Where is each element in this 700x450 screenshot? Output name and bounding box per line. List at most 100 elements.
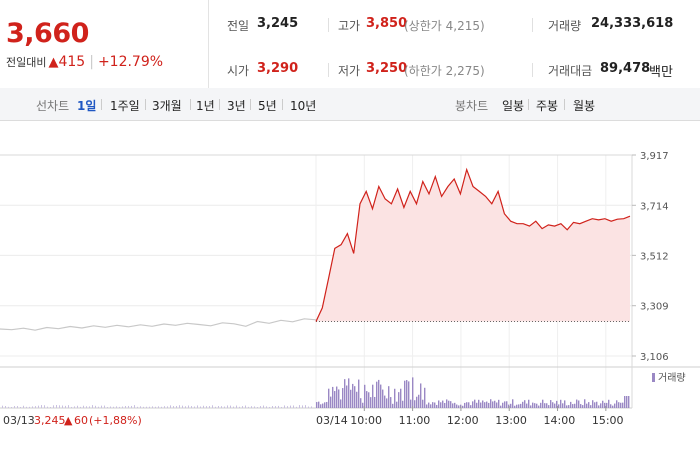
volume-bar (430, 404, 432, 408)
volume-bar (404, 380, 406, 408)
volume-bar (546, 403, 548, 408)
period-1w[interactable]: 1주일 (110, 99, 140, 113)
volume-bar (494, 400, 496, 408)
volume-bar (456, 404, 458, 408)
volume-bar (548, 405, 550, 408)
volume-bar (260, 406, 261, 408)
volume-bar (532, 402, 534, 408)
volume-bar (346, 385, 348, 408)
volume-bar (462, 405, 464, 408)
volume-bar (302, 405, 303, 408)
volume-bar (336, 386, 338, 408)
volume-bar (200, 406, 201, 408)
volume-bar (224, 406, 225, 408)
candle-weekly[interactable]: 주봉 (536, 99, 559, 113)
volume-bar (167, 406, 168, 408)
divider: | (89, 54, 94, 70)
volume-bar (316, 402, 318, 408)
volume-bar (624, 396, 626, 408)
volume-bar (408, 381, 410, 408)
volume-bar (263, 405, 264, 408)
divider (532, 18, 533, 32)
volume-bar (131, 405, 132, 408)
open-label: 시가 (227, 64, 250, 78)
volume-bar (616, 400, 618, 408)
candle-daily[interactable]: 일봉 (502, 99, 525, 113)
volume-bar (570, 401, 572, 408)
volume-bars (2, 377, 630, 408)
volume-bar (8, 406, 9, 408)
volume-bar (412, 377, 414, 408)
period-5y[interactable]: 5년 (258, 99, 277, 113)
volume-bar (340, 399, 342, 408)
volume-bar (382, 389, 384, 408)
candle-monthly[interactable]: 월봉 (573, 99, 596, 113)
volume-bar (158, 406, 159, 408)
change-amount: 415 (58, 54, 86, 70)
volume-bar (482, 400, 484, 408)
y-tick-label: 3,917 (640, 151, 669, 162)
volume-bar (600, 403, 602, 408)
x-tick-label: 15:00 (592, 414, 624, 427)
volume-bar (254, 406, 255, 408)
volume-bar (152, 406, 153, 408)
volume-bar (206, 406, 207, 408)
volume-bar (38, 405, 39, 408)
volume-bar (278, 405, 279, 408)
volume-legend: 거래량 (658, 372, 686, 384)
volume-bar (444, 402, 446, 408)
chart-period-bar: 선차트 1일 1주일 3개월 1년 3년 5년 10년 봉차트 일봉 주봉 월봉 (0, 88, 700, 121)
volume-bar (344, 379, 346, 408)
volume-bar (504, 401, 506, 408)
volume-bar (356, 391, 358, 408)
volume-bar (468, 402, 470, 408)
prev-day-up-icon: ▲ (64, 414, 73, 427)
period-10y[interactable]: 10년 (290, 99, 317, 113)
volume-bar (59, 405, 60, 408)
volume-bar (284, 405, 285, 408)
volume-bar (2, 405, 3, 408)
volume-bar (62, 405, 63, 408)
volume-bar (612, 405, 614, 408)
volume-bar (290, 405, 291, 408)
volume-bar (450, 401, 452, 408)
volume-bar (368, 392, 370, 408)
volume-bar (47, 406, 48, 408)
period-1d[interactable]: 1일 (77, 99, 97, 113)
stock-summary: 3,660 전일대비 ▲415 | +12.79% 전일 3,245 시가 3,290… (0, 0, 700, 89)
period-1y[interactable]: 1년 (196, 99, 215, 113)
amount-value: 89,478 (600, 61, 651, 76)
change-percent: +12.79% (97, 54, 164, 70)
volume-bar (354, 386, 356, 408)
volume-bar (332, 386, 334, 408)
divider (190, 99, 191, 110)
period-3m[interactable]: 3개월 (152, 99, 182, 113)
volume-bar (71, 406, 72, 408)
volume-bar (584, 399, 586, 408)
volume-bar (564, 400, 566, 408)
volume-bar (486, 401, 488, 408)
divider (208, 0, 209, 88)
volume-bar (400, 388, 402, 408)
volume-bar (380, 384, 382, 408)
volume-bar (338, 389, 340, 408)
volume-bar (490, 399, 492, 408)
volume-bar (125, 406, 126, 408)
volume-bar (50, 406, 51, 408)
prev-close-label: 전일 (227, 19, 250, 33)
volume-bar (173, 406, 174, 408)
volume-bar (342, 388, 344, 408)
high-label: 고가 (338, 19, 361, 33)
period-3y[interactable]: 3년 (227, 99, 246, 113)
divider (532, 63, 533, 77)
volume-bar (275, 406, 276, 408)
volume-bar (11, 406, 12, 408)
volume-bar (580, 404, 582, 408)
volume-bar (362, 402, 364, 408)
volume-bar (454, 402, 456, 408)
volume-bar (574, 403, 576, 408)
volume-bar (508, 404, 510, 408)
upper-limit: (상한가 4,215) (404, 19, 485, 33)
volume-bar (426, 404, 428, 408)
